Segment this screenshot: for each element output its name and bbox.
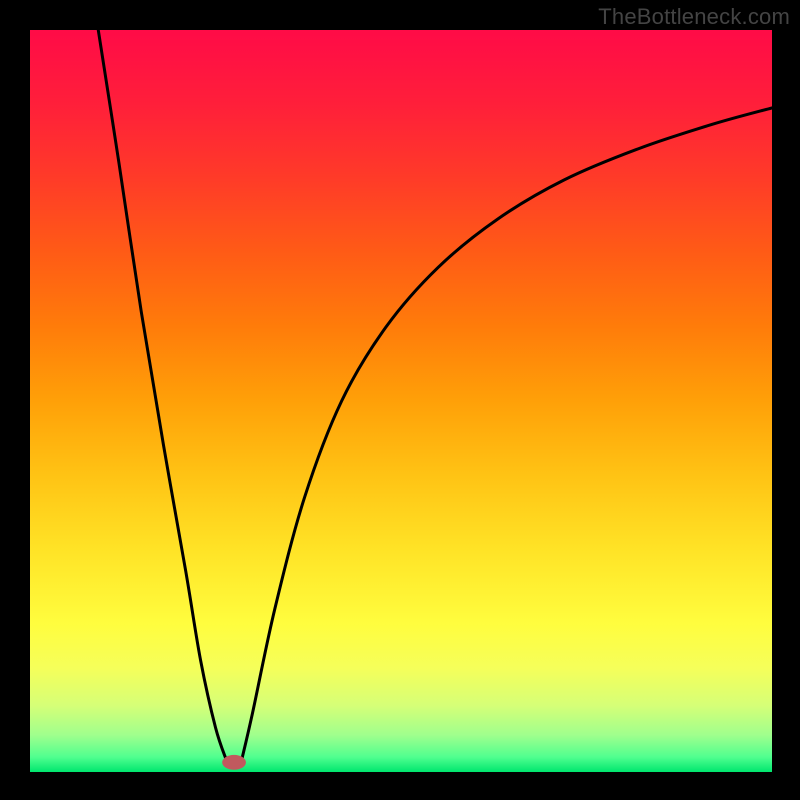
chart-container: TheBottleneck.com [0,0,800,800]
chart-svg [0,0,800,800]
watermark-text: TheBottleneck.com [598,4,790,30]
min-marker [222,755,246,770]
